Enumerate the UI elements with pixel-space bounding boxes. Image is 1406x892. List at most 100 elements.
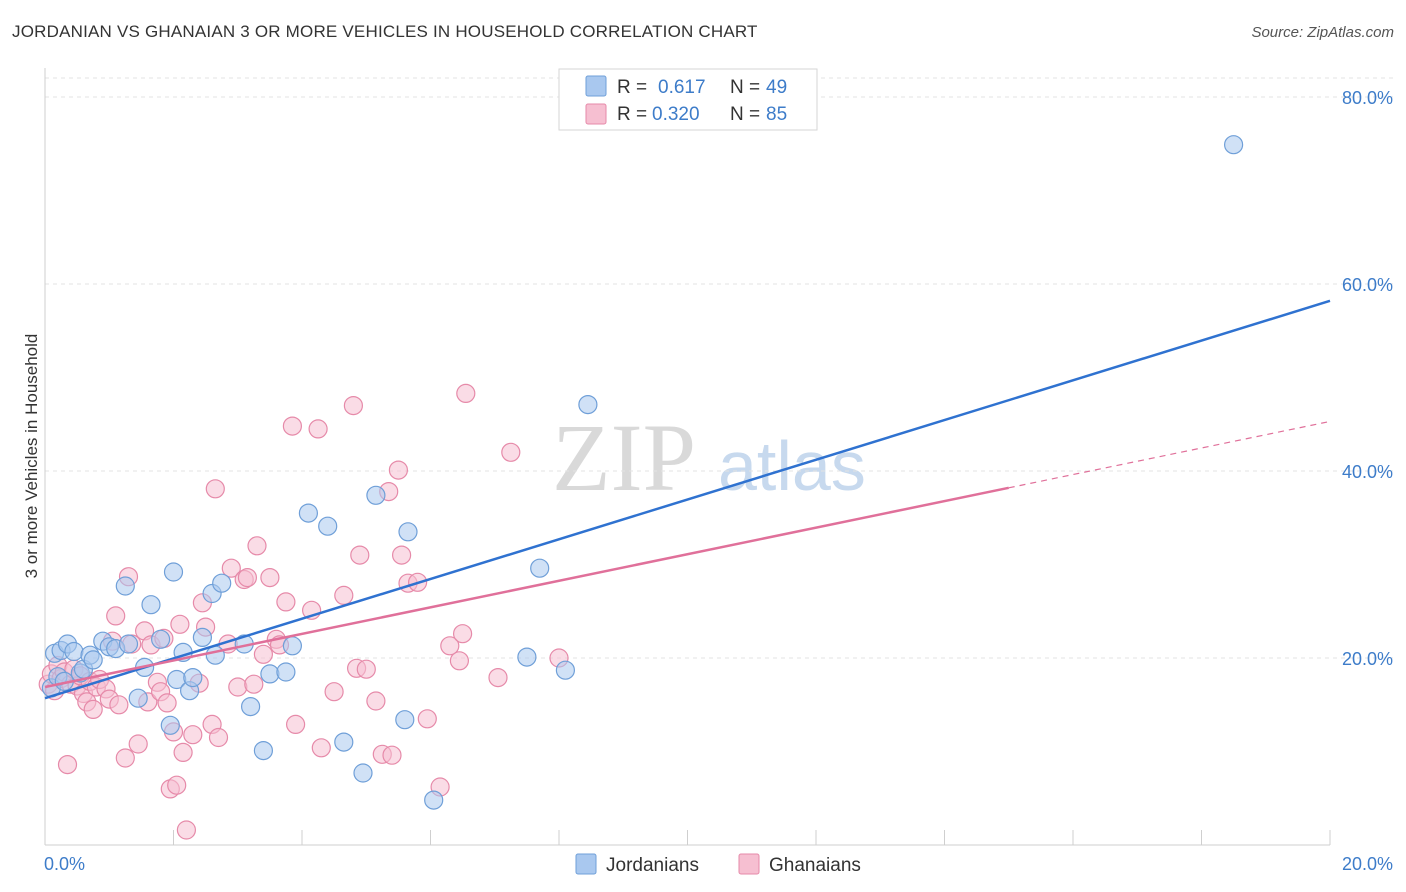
- ghanaian-point: [237, 567, 257, 588]
- source-credit: Source: ZipAtlas.com: [1251, 24, 1394, 41]
- jordanian-point: [163, 562, 184, 582]
- ghanaian-point: [440, 636, 460, 656]
- ghanaian-point: [57, 754, 78, 775]
- ghanaian-point: [173, 742, 193, 763]
- correlation-legend: R = 0.617 N = 49 R = 0.320 N = 85: [558, 68, 818, 131]
- jordanian-point: [555, 660, 576, 680]
- legend-n-value-2: 85: [766, 104, 787, 125]
- jordanian-point: [298, 503, 318, 523]
- ghanaian-point: [83, 699, 103, 720]
- legend-swatch-jordanian: [585, 75, 607, 97]
- jordanian-point: [366, 485, 386, 505]
- watermark-zip: ZIP: [552, 404, 696, 511]
- ghanaian-point: [157, 693, 177, 713]
- y-tick-label-40: 40.0%: [1342, 462, 1393, 482]
- jordanian-point: [128, 688, 148, 708]
- ghanaian-points: [38, 383, 569, 840]
- ghanaian-point: [176, 820, 196, 840]
- ghanaian-point: [208, 727, 229, 748]
- jordanian-point: [424, 790, 444, 810]
- bottom-legend-jordanians: Jordanians: [606, 855, 699, 876]
- ghanaian-point: [356, 659, 376, 679]
- ghanaian-point: [128, 734, 148, 754]
- jordanian-point: [241, 696, 261, 717]
- y-tick-label-20: 20.0%: [1342, 649, 1393, 669]
- jordanian-point: [517, 647, 537, 667]
- ghanaian-point: [260, 567, 280, 588]
- legend-n-label-2: N =: [730, 104, 760, 125]
- jordanian-point: [192, 627, 212, 648]
- ghanaian-point: [106, 606, 126, 626]
- ghanaian-point: [170, 614, 190, 634]
- jordanian-point: [1223, 135, 1244, 155]
- jordanian-point: [205, 645, 225, 665]
- jordanian-point: [395, 710, 415, 730]
- jordanian-point: [318, 516, 338, 536]
- chart-title: JORDANIAN VS GHANAIAN 3 OR MORE VEHICLES…: [12, 22, 758, 41]
- ghanaian-point: [244, 674, 264, 694]
- legend-r-label-2: R =: [617, 104, 647, 125]
- ghanaian-point: [311, 738, 331, 758]
- jordanian-point: [253, 740, 273, 761]
- trend-lines: [44, 299, 1331, 700]
- jordanian-point: [212, 573, 232, 593]
- jordanian-point: [83, 650, 103, 670]
- jordanian-point: [353, 763, 373, 783]
- jordanian-trend-line: [44, 299, 1331, 700]
- legend-r-value-1: 0.617: [658, 77, 706, 98]
- ghanaian-point: [276, 592, 296, 612]
- bottom-legend-ghanaians: Ghanaians: [769, 855, 861, 876]
- jordanian-point: [260, 664, 280, 684]
- ghanaian-point: [282, 416, 302, 436]
- legend-r-value-2: 0.320: [652, 104, 700, 125]
- legend-n-label-1: N =: [730, 77, 760, 98]
- legend-n-value-1: 49: [766, 77, 787, 98]
- jordanian-point: [183, 667, 203, 688]
- jordanian-point: [115, 576, 135, 596]
- ghanaian-point: [167, 775, 187, 795]
- jordanian-points: [41, 135, 1244, 810]
- legend-swatch-ghanaian: [585, 103, 607, 125]
- ghanaian-point: [183, 725, 203, 745]
- ghanaian-point: [308, 419, 328, 439]
- bottom-legend-swatch-ghanaian: [738, 853, 760, 875]
- ghanaian-point: [343, 396, 363, 416]
- ghanaian-point: [501, 442, 521, 462]
- ghanaian-point: [392, 545, 412, 565]
- y-tick-labels: 20.0% 40.0% 60.0% 80.0%: [1342, 88, 1393, 669]
- jordanian-point: [141, 595, 161, 615]
- ghanaian-point: [324, 682, 344, 702]
- ghanaian-point: [334, 585, 354, 606]
- ghanaian-point: [109, 695, 129, 715]
- jordanian-point: [276, 662, 296, 682]
- ghanaian-point: [382, 745, 402, 765]
- ghanaian-point: [205, 479, 225, 499]
- y-tick-label-80: 80.0%: [1342, 88, 1393, 108]
- jordanian-point: [282, 636, 302, 656]
- ghanaian-point: [115, 748, 135, 768]
- legend-r-label-1: R =: [617, 77, 647, 98]
- ghanaian-point: [453, 624, 473, 644]
- ghanaian-point: [488, 667, 508, 688]
- jordanian-point: [334, 732, 354, 752]
- ghanaian-point: [388, 460, 408, 480]
- jordanian-point: [160, 715, 180, 735]
- jordanian-point: [398, 522, 418, 542]
- x-tick-label-max: 20.0%: [1342, 854, 1393, 874]
- series-legend: Jordanians Ghanaians: [575, 853, 861, 876]
- jordanian-point: [151, 629, 171, 649]
- ghanaian-point: [221, 558, 241, 578]
- ghanaian-point: [456, 383, 476, 403]
- jordanian-point: [118, 634, 139, 654]
- jordanian-point: [64, 641, 84, 662]
- ghanaian-point: [253, 644, 273, 664]
- y-axis-title: 3 or more Vehicles in Household: [22, 334, 41, 579]
- x-tick-label-min: 0.0%: [44, 854, 85, 874]
- ghanaian-point: [286, 714, 306, 735]
- ghanaian-point: [247, 536, 267, 556]
- ghanaian-point: [228, 677, 248, 697]
- ghanaian-trend-extension: [1008, 420, 1331, 489]
- jordanian-point: [530, 558, 550, 578]
- ghanaian-point: [350, 545, 370, 565]
